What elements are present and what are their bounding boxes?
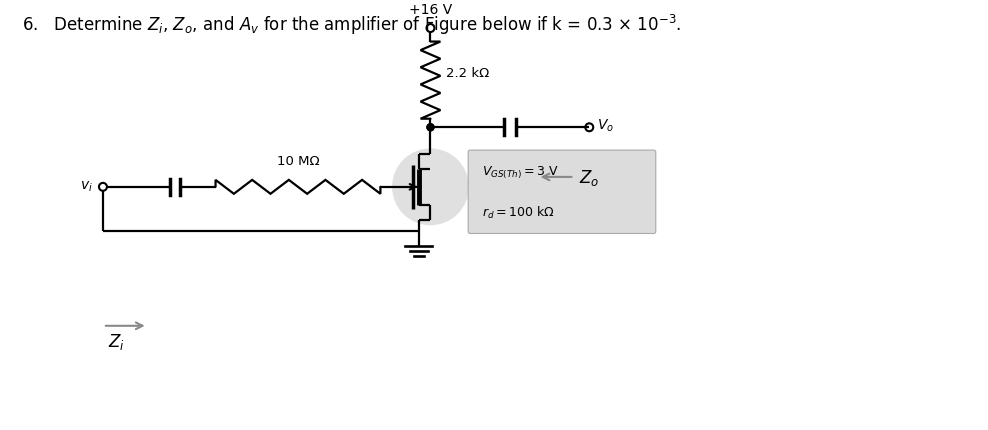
Text: $v_i$: $v_i$ [80, 179, 93, 194]
Text: 6.   Determine $Z_i$, $Z_o$, and $A_v$ for the amplifier of Figure below if k = : 6. Determine $Z_i$, $Z_o$, and $A_v$ for… [22, 13, 681, 37]
Text: +16 V: +16 V [409, 3, 453, 17]
Text: 10 MΩ: 10 MΩ [277, 155, 319, 168]
Text: $V_{GS(Th)} = 3\ \mathrm{V}$: $V_{GS(Th)} = 3\ \mathrm{V}$ [482, 164, 559, 181]
Text: 2.2 kΩ: 2.2 kΩ [447, 67, 490, 80]
FancyBboxPatch shape [468, 151, 656, 234]
Text: $V_o$: $V_o$ [597, 118, 615, 134]
Circle shape [427, 125, 434, 132]
Circle shape [393, 150, 468, 225]
Text: $r_d = 100\ \mathrm{k\Omega}$: $r_d = 100\ \mathrm{k\Omega}$ [482, 204, 554, 220]
Text: $Z_o$: $Z_o$ [579, 168, 600, 187]
Text: $Z_i$: $Z_i$ [108, 331, 124, 351]
Circle shape [427, 125, 434, 132]
